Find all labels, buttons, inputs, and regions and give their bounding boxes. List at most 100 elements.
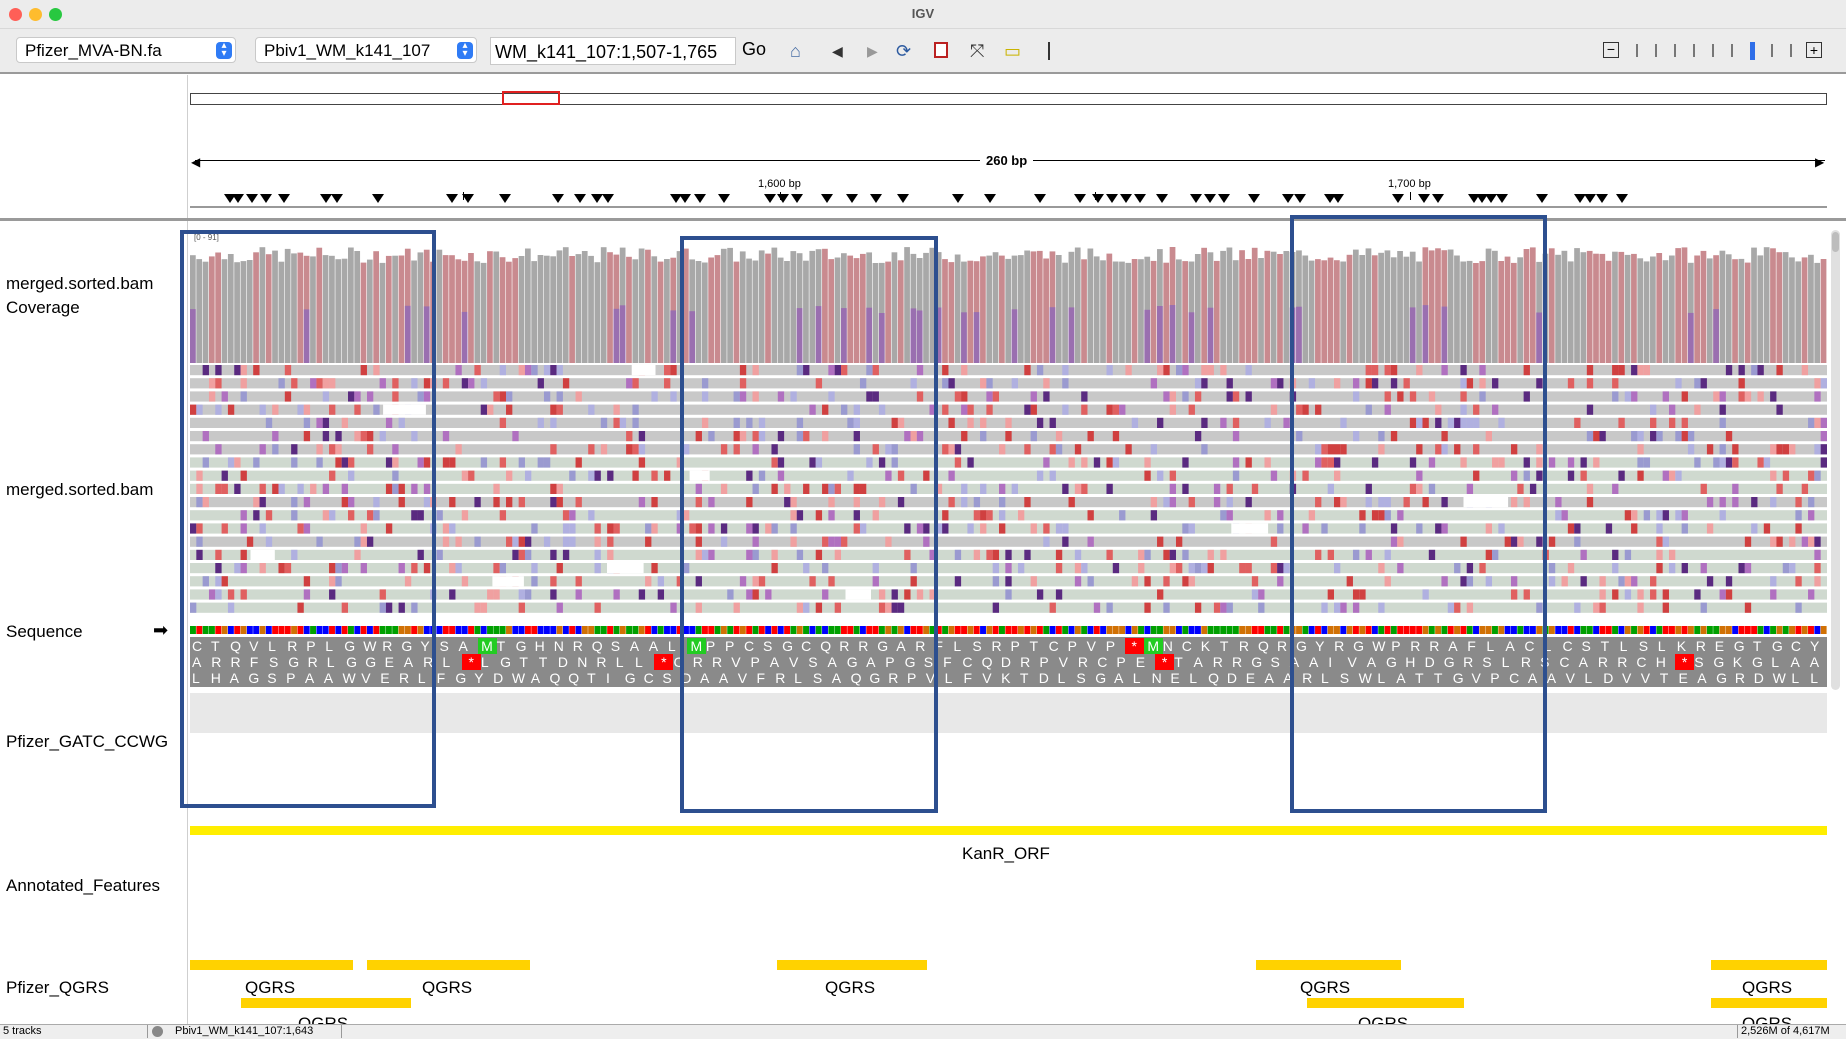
read-mismatch <box>506 536 513 547</box>
read-mismatch <box>746 523 753 534</box>
amino-acid: L <box>1486 638 1495 654</box>
forward-arrow-icon[interactable]: ▶ <box>867 43 878 59</box>
read-mismatch <box>512 431 519 442</box>
gatc-track-label[interactable]: Pfizer_GATC_CCWG <box>6 732 169 751</box>
read-mismatch <box>455 444 462 455</box>
zoom-tick[interactable] <box>1636 44 1638 57</box>
qgrs-feature[interactable] <box>367 960 530 970</box>
coverage-bar <box>588 255 594 363</box>
scrollbar-thumb[interactable] <box>1832 232 1839 252</box>
refresh-icon[interactable]: ⟳ <box>896 41 912 61</box>
read-mismatch <box>1770 536 1777 547</box>
qgrs-track-label[interactable]: Pfizer_QGRS <box>6 978 109 997</box>
read-mismatch <box>1163 497 1170 508</box>
read-mismatch <box>651 523 658 534</box>
annotated-track-label[interactable]: Annotated_Features <box>6 876 161 895</box>
coverage-bar <box>537 255 544 363</box>
zoom-tick[interactable] <box>1731 44 1733 57</box>
amino-acid: A <box>629 638 640 654</box>
reference-base <box>1334 626 1340 634</box>
reference-base <box>1062 626 1069 634</box>
coverage-bar <box>885 261 891 363</box>
read-mismatch <box>1612 378 1619 389</box>
reference-base <box>1220 626 1227 634</box>
reference-base <box>1163 626 1170 634</box>
amino-acid: S <box>439 638 449 654</box>
read-mismatch <box>1074 576 1082 587</box>
home-icon[interactable]: ⌂ <box>790 41 801 61</box>
roi-icon[interactable] <box>934 42 948 58</box>
name-panel-divider[interactable] <box>187 75 188 1025</box>
read-mismatch <box>866 457 873 468</box>
read-mismatch <box>556 602 563 613</box>
coverage-bar <box>859 253 866 363</box>
zoom-tick[interactable] <box>1771 44 1773 57</box>
zoom-tick[interactable] <box>1790 44 1792 57</box>
read-mismatch <box>916 589 924 600</box>
read-mismatch <box>190 602 197 613</box>
sequence-track-label[interactable]: Sequence <box>6 622 83 641</box>
read-gap <box>607 563 644 574</box>
coverage-histogram[interactable] <box>190 245 1827 363</box>
read-mismatch <box>1340 417 1347 428</box>
restriction-site-marker <box>232 194 244 203</box>
read-mismatch <box>499 457 507 468</box>
reference-base <box>607 626 614 634</box>
read-gap <box>845 589 871 600</box>
zoom-tick[interactable] <box>1674 44 1676 57</box>
read-mismatch <box>1321 523 1328 534</box>
genome-dropdown[interactable]: Pfizer_MVA-BN.fa ▴ ▾ <box>16 37 236 63</box>
coverage-bar <box>1479 261 1486 363</box>
locus-input[interactable]: WM_k141_107:1,507-1,765 <box>490 37 736 65</box>
close-window-button[interactable] <box>9 8 22 21</box>
qgrs-feature[interactable] <box>1307 998 1464 1008</box>
read-mismatch <box>841 536 848 547</box>
popup-info-icon[interactable]: ▭ <box>1004 41 1022 61</box>
kanr-orf-feature[interactable] <box>190 826 1827 835</box>
qgrs-feature[interactable] <box>190 960 353 970</box>
data-panel-scrollbar[interactable] <box>1831 230 1840 690</box>
reads-track-label[interactable]: merged.sorted.bam <box>6 480 154 499</box>
read-mismatch <box>1327 549 1334 560</box>
reference-base <box>1485 626 1492 634</box>
strand-arrow-icon[interactable]: ➡ <box>153 620 169 640</box>
read-mismatch <box>1074 444 1082 455</box>
read-mismatch <box>1782 563 1790 574</box>
reference-sequence-bar[interactable] <box>190 626 1827 634</box>
reference-base <box>1213 626 1220 634</box>
zoom-tick[interactable] <box>1655 44 1657 57</box>
coverage-bar <box>474 261 481 363</box>
amino-acid: C <box>744 638 755 654</box>
zoom-in-button[interactable]: + <box>1806 42 1822 58</box>
qgrs-feature[interactable] <box>1256 960 1401 970</box>
coverage-track-label[interactable]: merged.sorted.bam Coverage <box>6 274 154 317</box>
reference-base <box>872 626 879 634</box>
go-button[interactable]: Go <box>742 39 767 59</box>
zoom-tick[interactable] <box>1712 44 1714 57</box>
reference-base <box>1435 626 1442 634</box>
amino-acid: R <box>712 654 723 670</box>
qgrs-feature[interactable] <box>1711 998 1827 1008</box>
zoom-out-button[interactable]: − <box>1603 42 1619 58</box>
zoom-window-button[interactable] <box>49 8 62 21</box>
minimize-window-button[interactable] <box>29 8 42 21</box>
amino-acid: Q <box>981 654 993 670</box>
reference-base <box>1182 626 1189 634</box>
read-mismatch <box>1757 457 1764 468</box>
zoom-tick[interactable] <box>1693 44 1695 57</box>
qgrs-feature[interactable] <box>777 960 927 970</box>
back-arrow-icon[interactable]: ◀ <box>832 43 843 59</box>
qgrs-feature[interactable] <box>241 998 411 1008</box>
read-mismatch <box>373 497 380 508</box>
chromosome-ideogram[interactable] <box>190 93 1827 105</box>
reference-base <box>676 626 683 634</box>
amino-acid: V <box>737 670 748 686</box>
qgrs-feature[interactable] <box>1711 960 1827 970</box>
resize-icon[interactable]: ⤧ <box>970 41 985 61</box>
read-alignments[interactable] <box>190 363 1827 621</box>
zoom-current-tick[interactable] <box>1750 42 1755 60</box>
panel-divider[interactable] <box>0 218 1846 221</box>
coverage-bar <box>1232 260 1239 363</box>
chromosome-dropdown[interactable]: Pbiv1_WM_k141_107 ▴ ▾ <box>255 37 477 63</box>
read-mismatch <box>872 444 879 455</box>
